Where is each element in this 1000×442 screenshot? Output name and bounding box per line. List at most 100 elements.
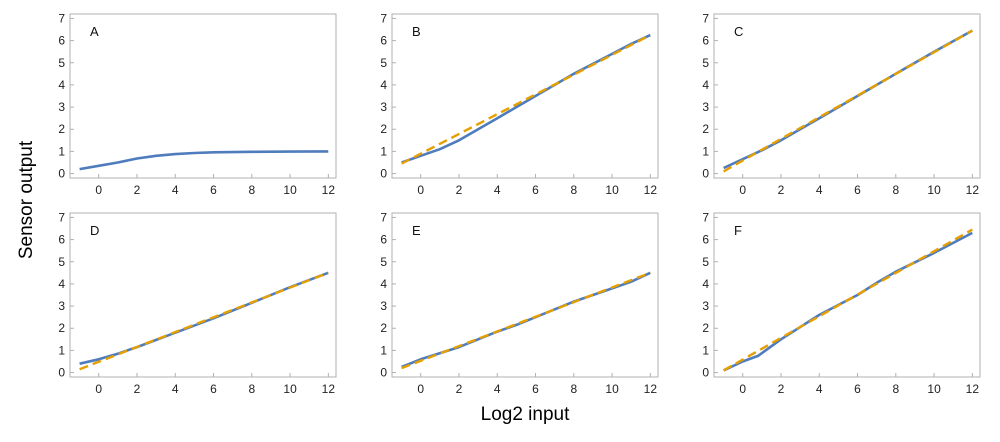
y-tick-label: 6 [58,34,65,48]
x-tick-label: 12 [966,183,980,197]
y-tick-label: 4 [702,277,709,291]
plot-frame [391,212,659,378]
y-tick-label: 5 [58,56,65,70]
plot-frame [713,212,981,378]
y-tick-label: 6 [380,233,387,247]
x-tick-label: 0 [739,183,746,197]
x-tick-label: 2 [778,183,785,197]
y-tick-label: 6 [380,34,387,48]
x-tick-label: 2 [134,183,141,197]
y-tick-label: 6 [702,233,709,247]
x-tick-label: 4 [816,183,823,197]
y-tick-label: 1 [58,144,65,158]
y-tick-label: 0 [58,167,65,181]
x-tick-label: 8 [892,382,899,396]
x-tick-label: 8 [570,382,577,396]
x-tick-label: 6 [210,382,217,396]
y-tick-label: 2 [380,122,387,136]
x-tick-label: 10 [605,183,619,197]
x-tick-label: 4 [494,382,501,396]
x-tick-label: 10 [283,183,297,197]
plot-frame [713,13,981,179]
y-tick-label: 3 [380,299,387,313]
y-tick-label: 0 [702,366,709,380]
y-tick-label: 1 [702,144,709,158]
plot-frame [69,212,337,378]
y-tick-label: 7 [702,11,709,25]
x-tick-label: 0 [417,382,424,396]
y-tick-label: 7 [380,210,387,224]
dashed-series-line [79,271,329,371]
y-tick-label: 3 [58,299,65,313]
y-tick-label: 6 [702,34,709,48]
x-tick-label: 10 [927,183,941,197]
dashed-series-line [401,271,651,370]
x-tick-label: 10 [283,382,297,396]
x-tick-label: 10 [605,382,619,396]
y-tick-label: 6 [58,233,65,247]
y-tick-label: 4 [380,277,387,291]
y-tick-label: 5 [702,255,709,269]
y-tick-label: 1 [58,343,65,357]
panel-label: F [734,223,742,238]
x-tick-label: 12 [966,382,980,396]
x-tick-label: 6 [854,183,861,197]
y-tick-label: 7 [58,210,65,224]
y-tick-label: 5 [58,255,65,269]
y-tick-label: 4 [58,78,65,92]
x-tick-label: 10 [927,382,941,396]
y-tick-label: 2 [702,321,709,335]
y-tick-label: 5 [702,56,709,70]
y-tick-label: 2 [380,321,387,335]
x-tick-label: 6 [854,382,861,396]
y-tick-label: 2 [58,122,65,136]
x-tick-label: 8 [248,183,255,197]
solid-series-line [79,150,329,171]
x-tick-label: 6 [210,183,217,197]
x-tick-label: 2 [456,382,463,396]
y-tick-label: 7 [702,210,709,224]
x-tick-label: 4 [494,183,501,197]
x-tick-label: 8 [570,183,577,197]
y-tick-label: 1 [380,144,387,158]
x-tick-label: 2 [134,382,141,396]
x-tick-label: 0 [417,183,424,197]
y-tick-label: 0 [702,167,709,181]
y-tick-label: 5 [380,56,387,70]
x-tick-label: 12 [644,382,658,396]
y-tick-label: 7 [58,11,65,25]
y-tick-label: 2 [702,122,709,136]
solid-series-line [401,33,651,164]
panel-label: E [412,223,421,238]
x-tick-label: 4 [816,382,823,396]
y-tick-label: 2 [58,321,65,335]
y-tick-label: 5 [380,255,387,269]
y-tick-label: 1 [380,343,387,357]
x-tick-label: 2 [778,382,785,396]
y-tick-label: 3 [58,100,65,114]
plot-frame [69,13,337,179]
x-tick-label: 0 [95,183,102,197]
y-tick-label: 7 [380,11,387,25]
panel-label: C [734,24,743,39]
y-axis-label: Sensor output [16,140,37,259]
y-tick-label: 4 [702,78,709,92]
x-tick-label: 12 [322,183,336,197]
x-tick-label: 2 [456,183,463,197]
x-tick-label: 8 [248,382,255,396]
plot-frame [391,13,659,179]
x-tick-label: 4 [172,382,179,396]
x-tick-label: 12 [322,382,336,396]
y-tick-label: 0 [380,366,387,380]
dashed-series-line [723,228,973,372]
x-tick-label: 6 [532,183,539,197]
x-tick-label: 4 [172,183,179,197]
y-tick-label: 1 [702,343,709,357]
x-axis-label: Log2 input [481,404,570,425]
y-tick-label: 4 [380,78,387,92]
